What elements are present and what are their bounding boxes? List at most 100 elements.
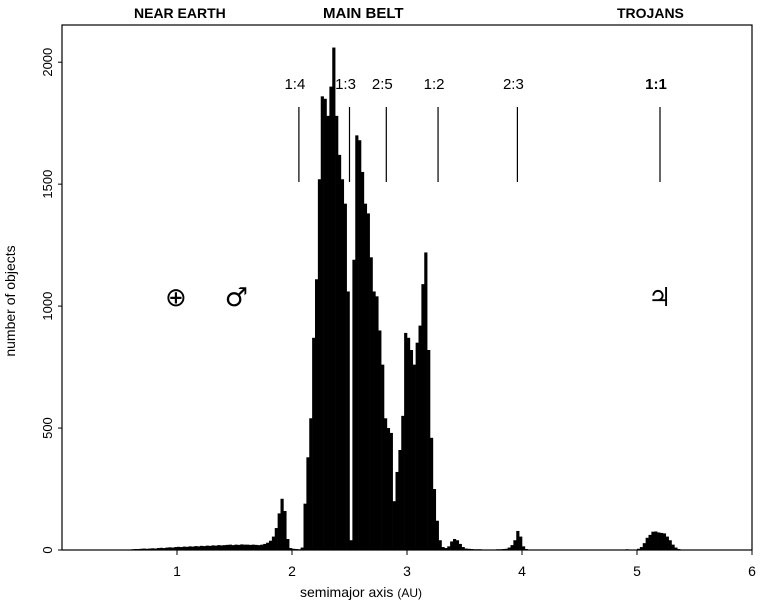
histogram-bar <box>234 544 238 550</box>
resonance-label: 1:1 <box>645 76 667 93</box>
histogram-bar <box>389 432 393 550</box>
histogram-bar <box>179 547 184 550</box>
histogram-bar <box>237 544 241 550</box>
histogram-bar <box>139 548 143 550</box>
histogram-bar <box>361 171 365 550</box>
histogram-bar <box>450 541 454 550</box>
histogram-bar <box>677 549 681 550</box>
histogram-bar <box>424 252 428 550</box>
histogram-bar <box>513 540 517 550</box>
histogram-bar <box>151 548 155 550</box>
histogram-bar <box>438 540 442 550</box>
histogram-bar <box>507 547 511 550</box>
histogram-bar <box>162 548 166 550</box>
histogram-bar <box>194 546 198 550</box>
histogram-bar <box>315 279 319 550</box>
histogram-bar <box>662 533 667 550</box>
histogram-bar <box>266 542 270 550</box>
histogram-bar <box>200 545 204 550</box>
histogram-bar <box>223 545 227 550</box>
y-tick-label: 2000 <box>40 48 55 77</box>
histogram-bar <box>473 549 477 550</box>
histogram-bar <box>191 546 195 550</box>
y-tick-label: 0 <box>40 546 55 553</box>
histogram-bar <box>674 547 678 550</box>
histogram-bar <box>248 544 253 550</box>
histogram-bar <box>277 513 281 550</box>
histogram-bar <box>369 257 373 550</box>
histogram-bar <box>401 415 405 550</box>
y-tick-label: 1500 <box>40 170 55 199</box>
jupiter-symbol: ♃ <box>648 283 672 314</box>
histogram-bar <box>148 548 152 550</box>
histogram-bar <box>501 549 506 550</box>
histogram-bar <box>197 546 201 550</box>
histogram-bar <box>136 549 140 550</box>
histogram-bar <box>142 548 146 550</box>
histogram-bar <box>470 549 474 550</box>
histogram-bar <box>660 532 664 550</box>
histogram-bar <box>476 549 480 550</box>
histogram-bar <box>654 531 658 550</box>
histogram-bar <box>384 418 388 550</box>
histogram-bar <box>378 330 382 550</box>
histogram-bar <box>375 296 379 550</box>
histogram-bar <box>407 337 411 550</box>
histogram-bar <box>430 437 434 550</box>
histogram-bar <box>171 547 175 550</box>
histogram-bar <box>280 498 284 550</box>
histogram-bar <box>657 532 661 550</box>
resonance-label: 1:2 <box>424 76 445 93</box>
histogram-bar <box>251 544 255 550</box>
histogram-bar <box>271 536 276 550</box>
histogram-bar <box>335 115 339 550</box>
y-axis-label: number of objects <box>2 245 18 357</box>
histogram-bar <box>346 291 350 550</box>
histogram-bar <box>263 543 267 550</box>
histogram-bar <box>177 546 181 550</box>
histogram-bar <box>286 539 290 550</box>
histogram-bar <box>478 549 483 550</box>
histogram-bar <box>386 428 391 550</box>
y-tick-label: 500 <box>40 417 55 439</box>
histogram-bar <box>522 546 526 550</box>
histogram-bar <box>254 544 258 550</box>
histogram-bar <box>292 548 296 550</box>
histogram-bar <box>444 548 448 550</box>
x-axis-unit: (AU) <box>397 586 423 600</box>
x-tick-label: 2 <box>288 563 296 579</box>
histogram-bar <box>168 547 172 550</box>
histogram-bar <box>358 140 362 550</box>
histogram-bar <box>165 547 169 550</box>
histogram-bar <box>208 545 212 550</box>
histogram-bar <box>269 540 273 550</box>
histogram-bar <box>427 350 431 550</box>
histogram-bar <box>217 545 221 550</box>
histogram-bar <box>320 96 324 550</box>
histogram-bar <box>329 86 333 551</box>
histogram-bar <box>441 547 445 550</box>
histogram-bar <box>645 537 649 550</box>
histogram-bar <box>392 501 396 550</box>
resonance-markers: 1:4 1:3 2:5 1:2 2:3 1:1 <box>284 76 667 182</box>
histogram-bar <box>461 547 465 550</box>
histogram-bar <box>453 539 457 550</box>
histogram-bar <box>395 471 399 550</box>
histogram-bar <box>510 545 514 550</box>
region-label-near-earth: NEAR EARTH <box>134 5 226 21</box>
histogram-bar <box>228 544 232 550</box>
earth-symbol: ⊕ <box>165 283 187 314</box>
histogram-bar <box>343 203 347 550</box>
histogram-bar <box>303 503 307 550</box>
resonance-label: 2:3 <box>503 76 524 93</box>
histogram-bar <box>174 547 178 550</box>
histogram-bar <box>306 457 310 550</box>
x-tick-label: 5 <box>633 563 641 579</box>
histogram-bar <box>372 291 376 550</box>
histogram-bar <box>340 179 345 550</box>
histogram-bar <box>642 543 646 550</box>
histogram-bar <box>240 544 244 550</box>
histogram-bar <box>300 547 304 550</box>
histogram-bar <box>665 536 669 550</box>
